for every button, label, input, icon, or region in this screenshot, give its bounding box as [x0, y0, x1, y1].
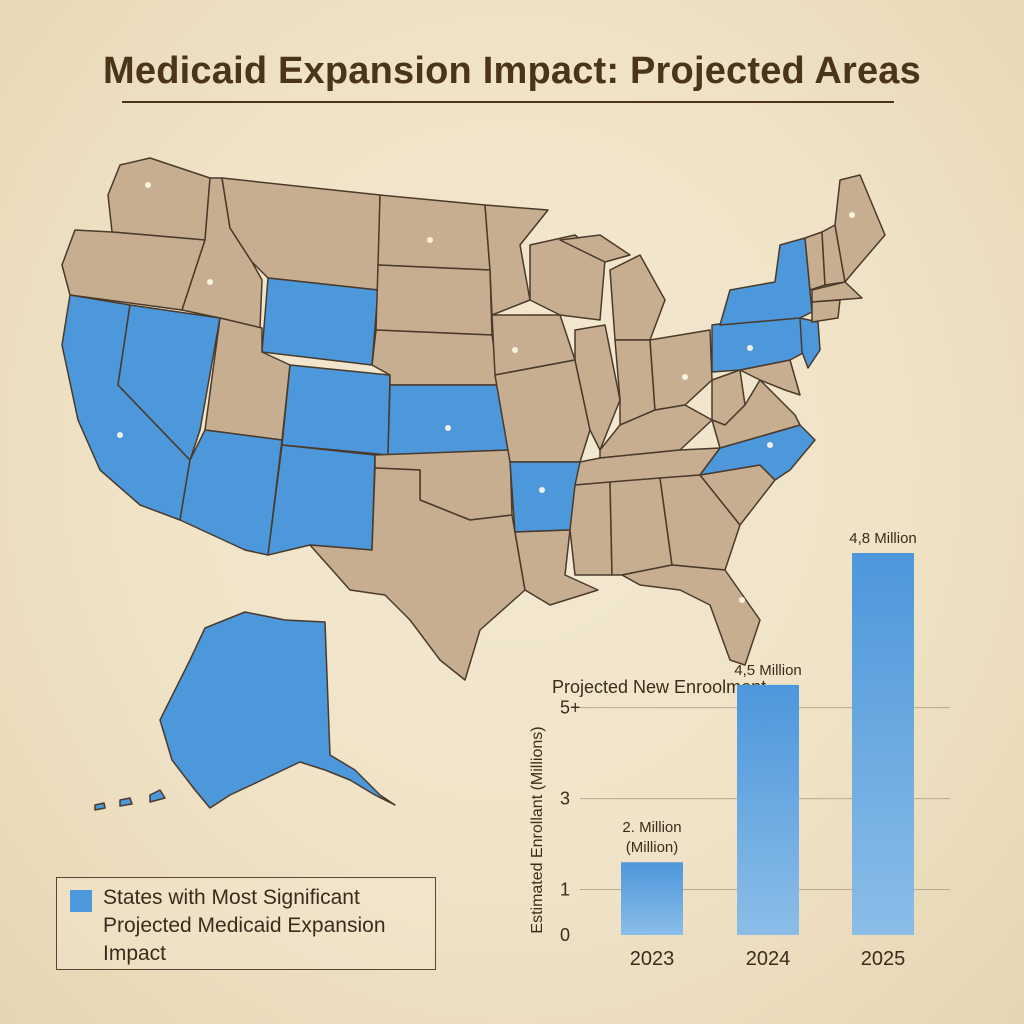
state-ohio[interactable]: [649, 329, 713, 411]
chart-y-axis-label: Estimated Enrollant (Millions): [529, 726, 546, 933]
state-arizona[interactable]: [179, 429, 283, 556]
legend-swatch-impact: [70, 890, 92, 912]
state-north-carolina[interactable]: [699, 424, 816, 481]
alaska-islands: [94, 789, 166, 811]
state-wisconsin[interactable]: [529, 234, 606, 321]
state-mississippi[interactable]: [569, 481, 613, 576]
bar-data-label: 4,8 Million: [849, 530, 917, 547]
state-alaska[interactable]: [159, 611, 396, 809]
bar-data-label: (Million): [626, 839, 679, 856]
state-connecticut[interactable]: [811, 299, 841, 323]
bar-2023[interactable]: [621, 862, 683, 935]
y-tick-label: 0: [560, 925, 570, 945]
y-tick-label: 3: [560, 789, 570, 809]
contiguous-us: [61, 157, 886, 681]
y-tick-label: 1: [560, 880, 570, 900]
city-lights: [117, 182, 855, 603]
state-virginia[interactable]: [711, 379, 801, 449]
bar-2025[interactable]: [852, 553, 914, 935]
state-texas[interactable]: [309, 467, 526, 681]
bar-2024[interactable]: [737, 684, 799, 935]
alaska: [94, 611, 396, 811]
bar-data-label: 4,5 Million: [734, 662, 802, 679]
x-tick-label: 2025: [861, 948, 906, 970]
state-michigan[interactable]: [609, 254, 666, 341]
title-underline: [122, 101, 894, 103]
state-missouri[interactable]: [494, 359, 591, 463]
bar-data-label: 2. Million: [622, 819, 681, 836]
page-title: Medicaid Expansion Impact: Projected Are…: [103, 50, 921, 92]
chart-bars: 2023 2. Million (Million) 2024 4,5 Million 20…: [621, 530, 917, 970]
x-tick-label: 2023: [630, 948, 675, 970]
state-georgia[interactable]: [659, 474, 741, 571]
y-tick-label: 5+: [560, 698, 581, 718]
x-tick-label: 2024: [746, 948, 791, 970]
state-massachusetts[interactable]: [811, 281, 863, 303]
chart-title: Projected New Enroolment: [552, 677, 766, 697]
state-michigan-upper: [559, 234, 631, 263]
legend-label: States with Most Significant Projected M…: [103, 886, 386, 965]
map-legend: States with Most Significant Projected M…: [56, 877, 436, 970]
state-nevada[interactable]: [117, 304, 221, 461]
state-florida[interactable]: [621, 564, 761, 666]
